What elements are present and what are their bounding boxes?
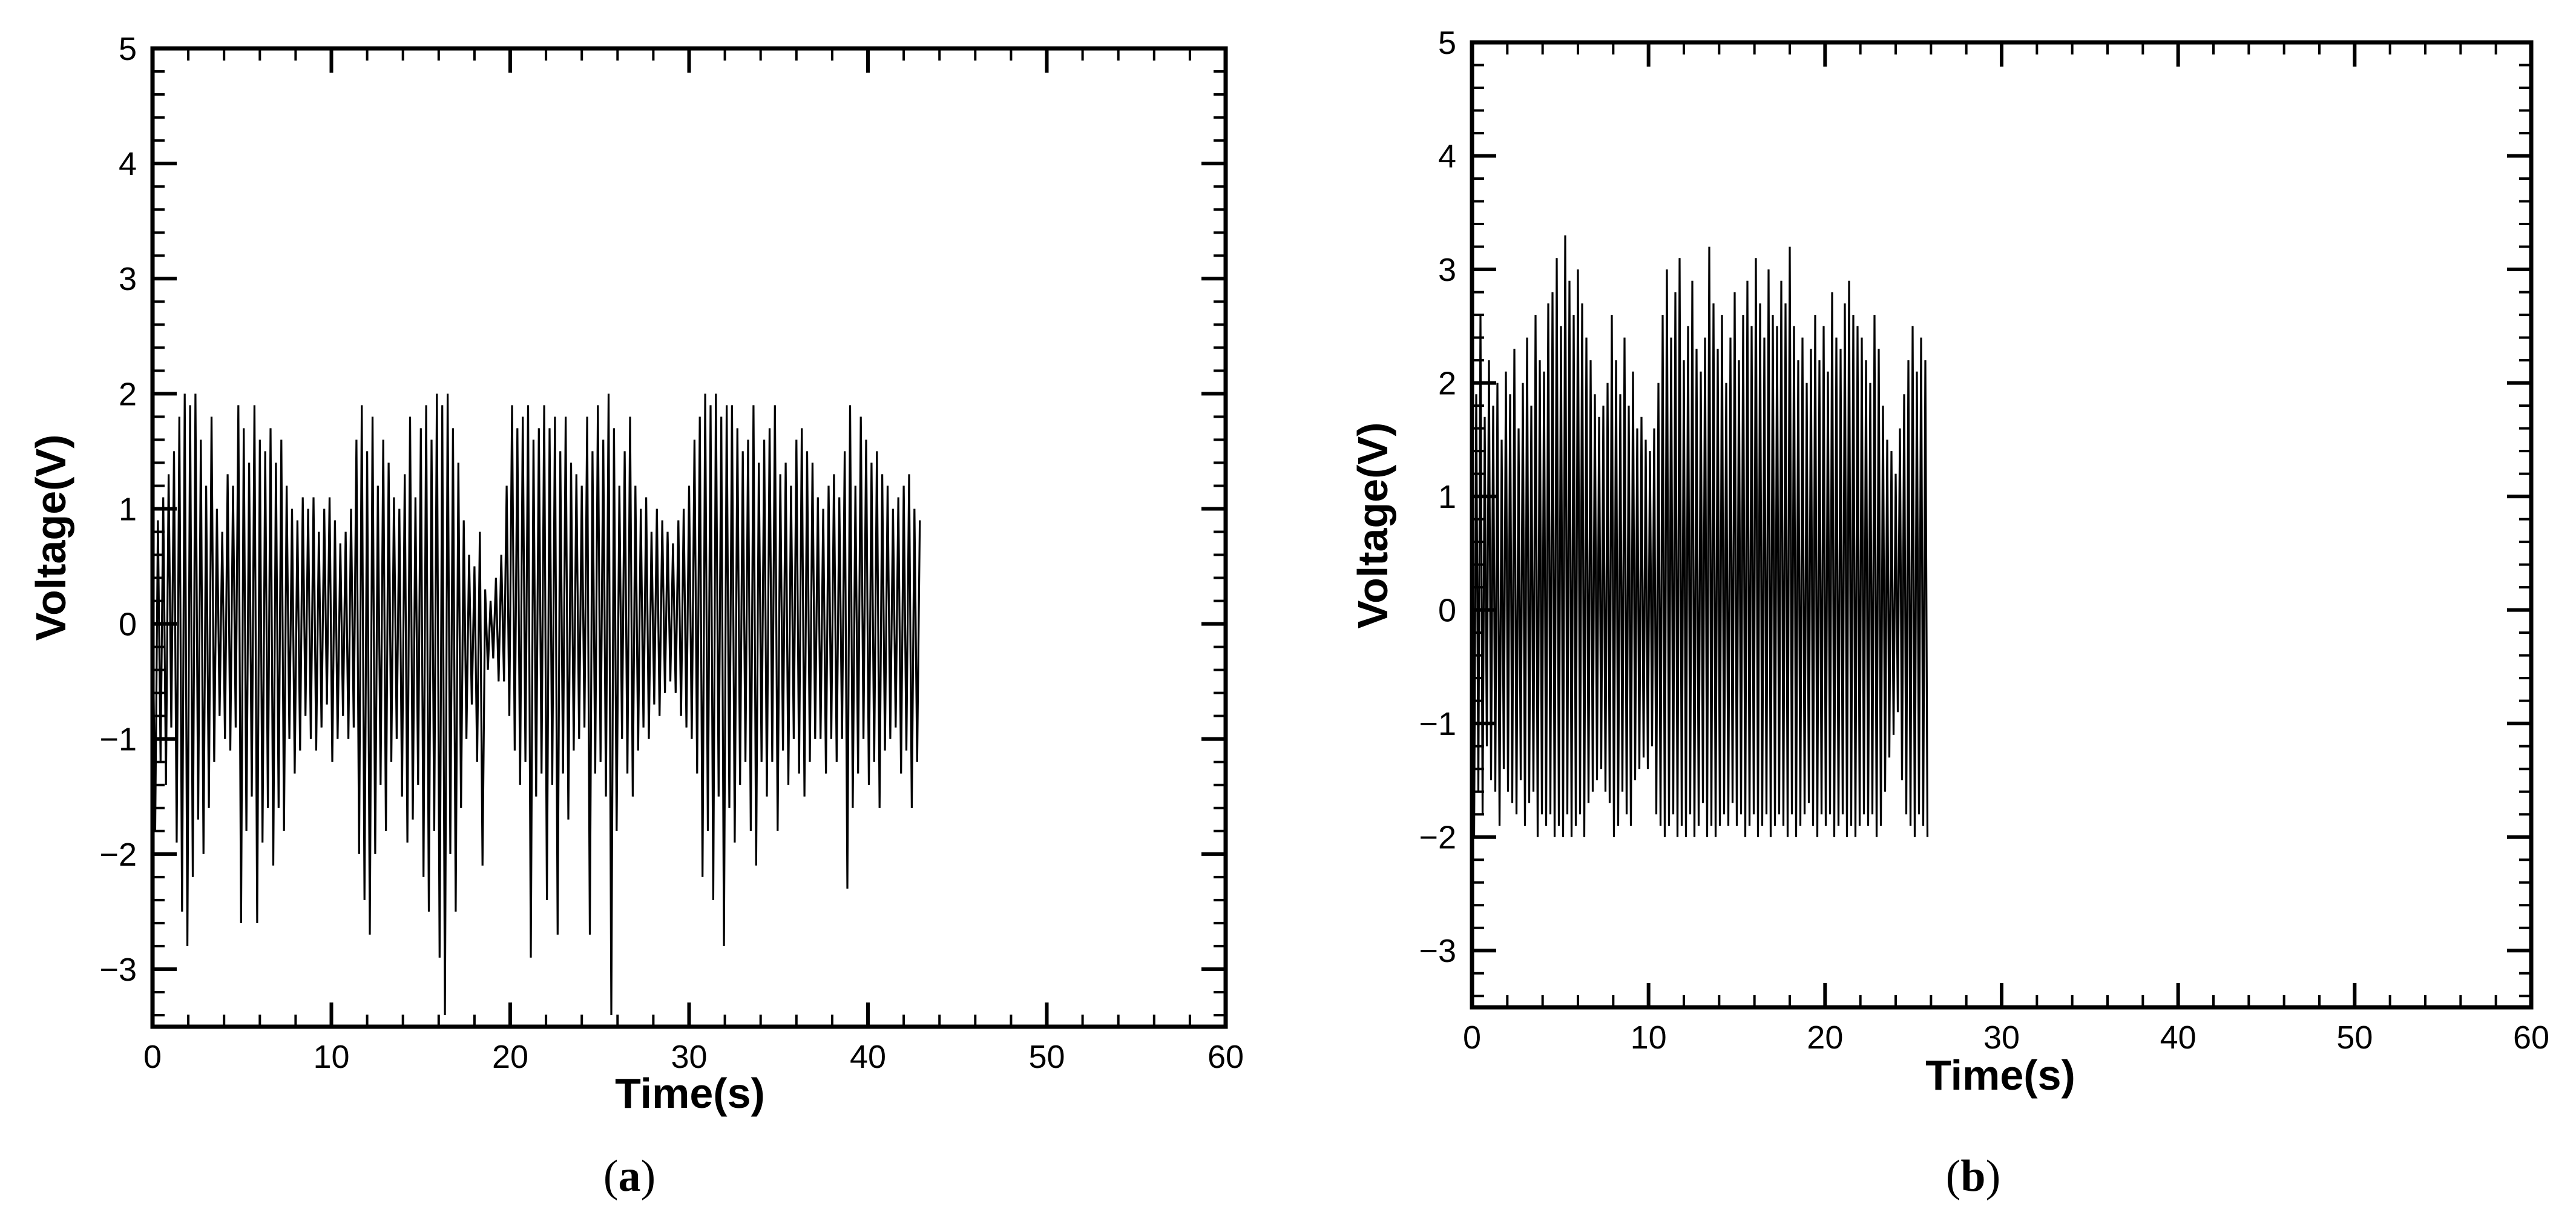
x-tick-label: 20 [1807, 1019, 1843, 1056]
series-polyline-0 [153, 393, 921, 1016]
panel-b-x-axis-title: Time(s) [1925, 1052, 2075, 1099]
panel-a-y-tick-labels: −3 −2 −1 0 1 2 3 4 5 [99, 31, 137, 988]
panel-b-series-line [1472, 235, 1929, 837]
y-tick-label: −3 [99, 952, 137, 988]
x-tick-label: 10 [313, 1039, 349, 1075]
y-tick-label: 4 [119, 146, 137, 182]
y-tick-label: 1 [1438, 479, 1456, 515]
y-tick-label: −1 [1419, 706, 1456, 742]
y-tick-label: 2 [119, 376, 137, 412]
panel-b-y-axis-title: Voltage(V) [1349, 423, 1396, 629]
y-tick-label: −3 [1419, 933, 1456, 969]
panel-b-x-tick-labels: 0 10 20 30 40 50 60 [1463, 1019, 2549, 1056]
x-tick-label: 50 [2336, 1019, 2373, 1056]
series-polyline-0 [1472, 235, 1929, 837]
panel-a-caption: (a) [603, 1151, 656, 1201]
panel-b-ticks [1470, 41, 2533, 1007]
x-tick-label: 60 [2513, 1019, 2549, 1056]
panel-b-y-tick-labels: −3 −2 −1 0 1 2 3 4 5 [1419, 25, 1456, 969]
y-tick-label: −2 [1419, 820, 1456, 856]
panel-b-caption-letter: b [1960, 1151, 1985, 1201]
x-tick-label: 60 [1208, 1039, 1244, 1075]
y-tick-label: 4 [1438, 139, 1456, 175]
panel-b-caption: (b) [1946, 1151, 2000, 1201]
panel-a-x-axis-title: Time(s) [615, 1070, 765, 1117]
x-tick-label: 50 [1028, 1039, 1065, 1075]
x-tick-label: 30 [671, 1039, 707, 1075]
panel-a-x-tick-labels: 0 10 20 30 40 50 60 [143, 1039, 1244, 1075]
panel-b-plot-frame [1470, 40, 2534, 1010]
y-tick-label: 3 [119, 261, 137, 297]
x-tick-label: 30 [1983, 1019, 2020, 1056]
y-tick-label: 5 [119, 31, 137, 67]
y-tick-label: 3 [1438, 252, 1456, 288]
y-tick-label: −1 [99, 722, 137, 758]
panel-b: −3 −2 −1 0 1 2 3 4 5 0 10 20 30 40 50 60 Time(s) Volta… [1349, 25, 2549, 1201]
x-tick-label: 0 [143, 1039, 162, 1075]
panel-a-plot-frame [150, 46, 1228, 1029]
y-tick-label: 5 [1438, 25, 1456, 61]
y-tick-label: −2 [99, 837, 137, 873]
x-tick-label: 0 [1463, 1019, 1481, 1056]
panel-a-plot-clip-group [153, 393, 921, 1016]
x-tick-label: 40 [2160, 1019, 2196, 1056]
panel-a-caption-letter: a [619, 1151, 641, 1201]
x-tick-label: 10 [1631, 1019, 1667, 1056]
panel-a: −3 −2 −1 0 1 2 3 4 5 0 10 20 30 40 50 60 Time(s) Volta… [27, 31, 1244, 1201]
panel-a-series-line [153, 393, 921, 1016]
panel-b-plot-clip-group [1472, 235, 1929, 837]
x-tick-label: 40 [850, 1039, 886, 1075]
y-tick-label: 0 [1438, 593, 1456, 629]
y-tick-label: 2 [1438, 366, 1456, 402]
panel-a-y-axis-title: Voltage(V) [27, 435, 74, 641]
y-tick-label: 0 [119, 607, 137, 643]
y-tick-label: 1 [119, 491, 137, 527]
x-tick-label: 20 [492, 1039, 528, 1075]
